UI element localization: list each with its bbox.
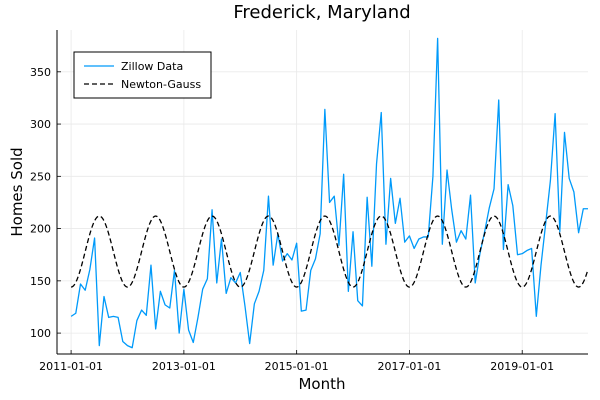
y-tick-label: 150 bbox=[30, 275, 51, 288]
legend-box bbox=[73, 51, 212, 99]
y-tick-label: 200 bbox=[30, 223, 51, 236]
legend-label-newton-gauss: Newton-Gauss bbox=[121, 78, 201, 91]
y-tick-label: 350 bbox=[30, 66, 51, 79]
y-axis-title: Homes Sold bbox=[8, 147, 26, 236]
x-tick-label: 2015-01-01 bbox=[265, 360, 329, 373]
y-tick-labels: 100 150 200 250 300 350 bbox=[30, 66, 61, 340]
legend: Zillow Data Newton-Gauss bbox=[73, 51, 212, 99]
x-axis-title: Month bbox=[298, 375, 345, 393]
x-tick-labels: 2011-01-01 2013-01-01 2015-01-01 2017-01-01… bbox=[39, 350, 554, 373]
x-tick-label: 2019-01-01 bbox=[490, 360, 554, 373]
x-tick-label: 2017-01-01 bbox=[377, 360, 441, 373]
legend-label-zillow: Zillow Data bbox=[121, 60, 183, 73]
y-tick-label: 300 bbox=[30, 118, 51, 131]
axes bbox=[56, 30, 588, 355]
series-group bbox=[70, 37, 589, 349]
y-tick-label: 100 bbox=[30, 327, 51, 340]
series-line-zillow-data bbox=[70, 37, 588, 349]
x-tick-label: 2013-01-01 bbox=[152, 360, 216, 373]
x-tick-label: 2011-01-01 bbox=[39, 360, 103, 373]
series-line-newton-gauss bbox=[70, 215, 589, 288]
y-tick-label: 250 bbox=[30, 170, 51, 183]
chart-title: Frederick, Maryland bbox=[233, 2, 410, 23]
